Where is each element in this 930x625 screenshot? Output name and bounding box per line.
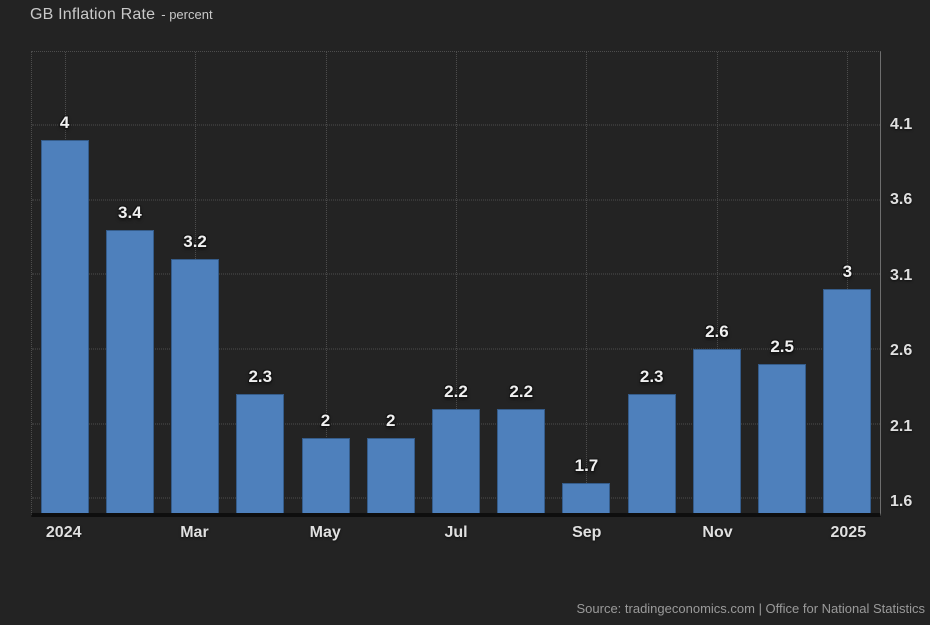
bar-value-label: 2.3 [248,366,273,386]
bar-may-2024[interactable] [301,438,350,513]
y-axis-tick-label: 4.1 [890,115,913,133]
x-axis-tick-label: Mar [180,524,209,541]
bar-value-label: 3.4 [118,202,142,222]
bar-jun-2024[interactable] [366,438,415,513]
bar-feb-2024[interactable] [105,229,154,513]
v-gridline [716,52,718,513]
x-axis-tick-label: May [309,524,341,541]
bar-value-label: 1.7 [574,456,599,476]
bar-mar-2024[interactable] [171,259,220,513]
bar-value-label: 2.2 [444,381,468,401]
bar-value-label: 2 [386,411,396,431]
chart-header: GB Inflation Rate - percent [30,6,213,24]
source-attribution: Source: tradingeconomics.com | Office fo… [576,601,925,616]
v-gridline [847,52,849,513]
v-gridline [325,52,327,513]
bar-value-label: 2.5 [770,336,794,356]
y-axis-tick-label: 3.1 [890,266,913,284]
bar-aug-2024[interactable] [497,408,546,513]
v-gridline [456,52,457,513]
bar-sep-2024[interactable] [562,483,611,513]
x-axis-tick-label: 2024 [45,524,82,541]
x-axis-tick-label: 2025 [830,524,867,541]
x-axis-tick-label: Nov [702,524,733,541]
plot-area: 4 3.4 3.2 2.3 2 2 2.2 2.2 1.7 2.3 2.6 2.5 3 [31,51,881,517]
v-gridline [586,52,588,513]
chart-title: GB Inflation Rate [30,6,156,23]
bar-jan-2025[interactable] [823,289,872,513]
y-axis-tick-label: 2.6 [890,342,913,360]
bar-value-label: 2.2 [509,381,534,401]
bar-value-label: 2.3 [639,366,664,386]
bar-apr-2024[interactable] [236,393,285,513]
bar-jul-2024[interactable] [432,408,480,513]
y-axis-tick-label: 3.6 [890,191,913,209]
bar-value-label: 3.2 [183,232,207,252]
y-axis-tick-label: 2.1 [890,417,913,435]
bar-jan-2024[interactable] [40,140,89,513]
bar-dec-2024[interactable] [758,363,807,513]
y-axis: 4.1 3.6 3.1 2.6 2.1 1.6 [890,51,930,517]
x-axis: 2024 Mar May Jul Sep Nov 2025 [31,524,881,548]
bar-value-label: 4 [59,113,70,133]
bar-oct-2024[interactable] [627,393,676,513]
bar-value-label: 2.6 [705,321,729,341]
bar-value-label: 2 [320,411,331,431]
x-axis-tick-label: Jul [444,524,468,541]
bar-value-label: 3 [842,262,853,282]
bar-nov-2024[interactable] [692,348,741,513]
y-axis-tick-label: 1.6 [890,492,913,510]
x-axis-tick-label: Sep [572,524,602,541]
chart-subtitle: - percent [161,7,213,22]
source-text: Source: tradingeconomics.com | Office fo… [576,601,925,616]
